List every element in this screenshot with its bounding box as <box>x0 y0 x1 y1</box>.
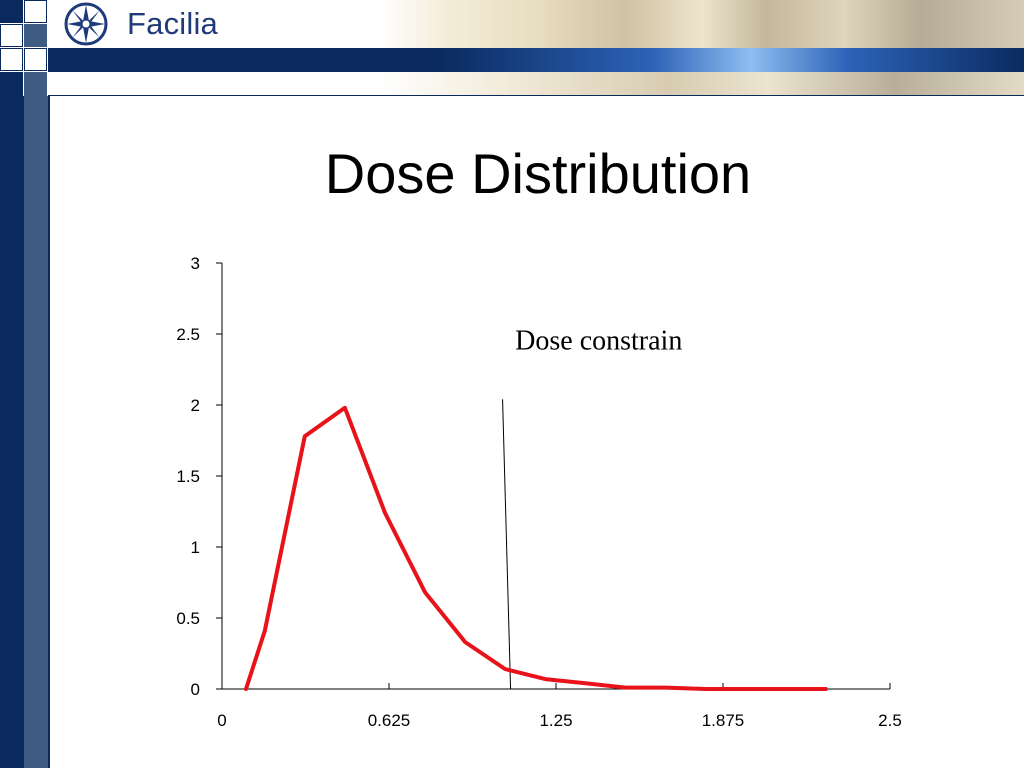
y-tick-label: 0 <box>191 680 200 699</box>
x-tick-label: 0.625 <box>368 711 411 730</box>
slide-title: Dose Distribution <box>324 142 752 205</box>
y-tick-label: 1.5 <box>176 467 200 486</box>
checker-square <box>24 0 47 23</box>
checker-square <box>24 24 47 47</box>
series-point <box>825 688 827 690</box>
series-point <box>464 641 466 643</box>
header-photo-strip <box>380 0 1024 48</box>
y-tick-label: 1 <box>191 538 200 557</box>
x-tick-label: 0 <box>217 711 226 730</box>
y-tick-label: 2 <box>191 396 200 415</box>
series-point <box>665 687 667 689</box>
y-tick-label: 2.5 <box>176 325 200 344</box>
header-photo-strip-lower <box>380 72 1024 96</box>
left-band-steel <box>24 96 48 768</box>
series-point <box>264 630 266 632</box>
series-point <box>424 591 426 593</box>
series-point <box>544 678 546 680</box>
left-band-navy <box>0 96 24 768</box>
series-point <box>344 407 346 409</box>
x-tick-label: 1.875 <box>702 711 745 730</box>
series-point <box>245 688 247 690</box>
checker-square <box>0 24 23 47</box>
left-band-edge <box>48 96 50 768</box>
dose-constraint-label: Dose constrain <box>515 326 682 357</box>
header-rule <box>48 95 1024 96</box>
series-point <box>384 512 386 514</box>
y-tick-label: 0.5 <box>176 609 200 628</box>
checker-square <box>0 72 23 96</box>
compass-star-icon <box>64 2 108 46</box>
company-logo-text: Facilia <box>127 6 218 41</box>
checker-square <box>24 72 47 96</box>
checker-square <box>0 0 23 23</box>
checker-square <box>0 48 23 71</box>
series-point <box>504 668 506 670</box>
x-tick-label: 2.5 <box>878 711 902 730</box>
header-navy-bar <box>48 48 1024 72</box>
dose-constraint-line <box>502 399 512 690</box>
checker-square <box>24 48 47 71</box>
series-point <box>624 687 626 689</box>
series-point <box>745 688 747 690</box>
series-point <box>785 688 787 690</box>
series-point <box>304 435 306 437</box>
series-point <box>705 688 707 690</box>
x-tick-label: 1.25 <box>539 711 572 730</box>
y-tick-label: 3 <box>191 254 200 273</box>
series-point <box>584 682 586 684</box>
series-line <box>244 405 828 691</box>
